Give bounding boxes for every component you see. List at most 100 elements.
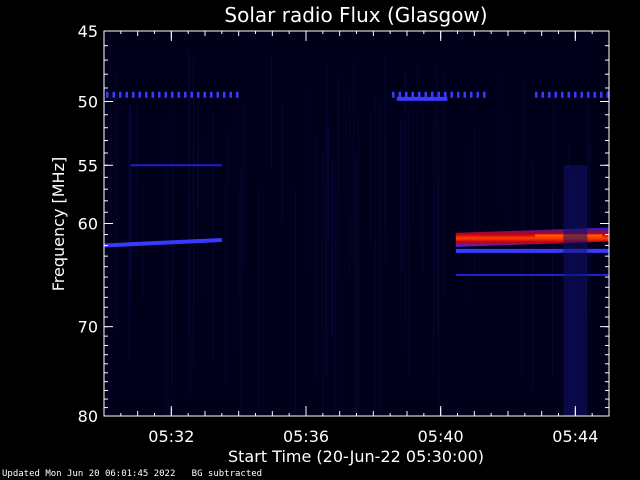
interference-line-50-dash: [184, 91, 187, 98]
interference-line-50-dash: [158, 91, 161, 98]
noise-streak: [128, 112, 130, 363]
updated-timestamp: Updated Mon Jun 20 06:01:45 2022: [2, 469, 176, 479]
interference-line-50-dash: [593, 91, 596, 98]
interference-line-50-dash: [151, 91, 154, 98]
noise-streak: [408, 111, 410, 379]
interference-line-50-dash: [444, 91, 447, 98]
interference-line-50-dash: [600, 91, 603, 98]
interference-line-50-dash: [119, 91, 122, 98]
interference-line-50-dash: [567, 91, 570, 98]
noise-streak: [188, 51, 190, 337]
noise-streak: [375, 92, 377, 269]
noise-streak: [129, 103, 131, 281]
noise-streak: [165, 117, 166, 416]
noise-streak: [294, 189, 296, 416]
noise-streak: [370, 114, 372, 241]
noise-streak: [327, 127, 329, 245]
noise-streak: [399, 117, 401, 237]
noise-streak: [189, 56, 191, 175]
x-axis-title: Start Time (20-Jun-22 05:30:00): [228, 447, 484, 466]
noise-streak: [345, 113, 347, 216]
interference-line-50-dash: [437, 91, 440, 98]
interference-line-50-dash: [431, 91, 434, 98]
noise-streak: [532, 163, 534, 390]
noise-streak: [270, 55, 272, 169]
y-axis-title: Frequency [MHz]: [49, 157, 68, 291]
noise-streak: [357, 117, 359, 412]
x-tick-label: 05:40: [418, 427, 464, 446]
interference-line-50-dash: [580, 91, 583, 98]
noise-streak: [332, 161, 333, 337]
interference-line-50-dash: [177, 91, 180, 98]
noise-streak: [355, 156, 357, 416]
noise-streak: [552, 102, 554, 258]
noise-streak: [322, 151, 324, 416]
interference-line-50-dash: [210, 91, 213, 98]
noise-streak: [509, 112, 511, 232]
noise-streak: [437, 181, 439, 332]
interference-line-50-dash: [541, 91, 544, 98]
interference-line-50-dash: [450, 91, 453, 98]
y-tick-label: 45: [78, 22, 98, 41]
vertical-column: [563, 165, 588, 416]
emission-band-left: [103, 238, 222, 248]
y-axis: 45 50 55 60 70 80: [78, 22, 609, 426]
interference-line-50-dash: [554, 91, 557, 98]
interference-line-50-dash: [138, 91, 141, 98]
interference-line-50-dash: [457, 91, 460, 98]
interference-line-50-dash: [164, 91, 167, 98]
noise-streak: [168, 160, 170, 416]
interference-line-50-dash: [145, 91, 148, 98]
noise-streak: [172, 84, 174, 284]
noise-streak: [400, 150, 402, 359]
noise-streak: [555, 136, 557, 255]
noise-streak: [379, 199, 381, 416]
noise-streak: [443, 74, 445, 298]
noise-streak: [136, 104, 138, 255]
noise-streak: [281, 103, 283, 221]
noise-streak: [258, 187, 260, 416]
interference-line-50-dash: [411, 91, 414, 98]
noise-streak: [243, 138, 245, 268]
interference-line-50-dash: [125, 91, 128, 98]
interference-line-50-dash: [561, 91, 564, 98]
noise-streak: [190, 198, 191, 397]
interference-line-50-dash: [548, 91, 551, 98]
interference-line-50-dash: [216, 91, 219, 98]
interference-line-50-dash: [203, 91, 206, 98]
noise-streak: [334, 181, 336, 411]
interference-line-50-dash: [424, 91, 427, 98]
noise-streak: [466, 146, 468, 306]
interference-line-50-dash: [483, 91, 486, 98]
interference-line-50-dash: [132, 91, 135, 98]
noise-streak: [238, 194, 240, 296]
interference-line-50-dash: [106, 91, 109, 98]
interference-line-50-dash: [470, 91, 473, 98]
y-tick-label: 70: [78, 318, 98, 337]
interference-line-50-dash: [398, 91, 401, 98]
interference-line-50-dash: [197, 91, 200, 98]
noise-streak: [404, 72, 406, 323]
interference-line-50-dash: [606, 91, 609, 98]
noise-streak: [401, 112, 403, 276]
noise-streak: [335, 196, 337, 416]
noise-streak: [436, 62, 437, 273]
chart-title: Solar radio Flux (Glasgow): [224, 3, 487, 27]
noise-streak: [412, 108, 414, 228]
noise-streak: [521, 162, 523, 379]
noise-streak: [588, 128, 590, 236]
noise-streak: [353, 58, 355, 221]
noise-streak: [351, 135, 353, 261]
noise-streak: [237, 86, 239, 350]
noise-streak: [433, 109, 435, 375]
interference-line-50-dash: [236, 91, 239, 98]
x-tick-label: 05:36: [283, 427, 329, 446]
x-tick-label: 05:44: [552, 427, 598, 446]
noise-streak: [240, 166, 242, 416]
bg-subtracted-note: BG subtracted: [191, 469, 263, 479]
noise-streak: [205, 130, 207, 300]
noise-streak: [523, 77, 525, 254]
noise-streak: [348, 88, 350, 277]
noise-streak: [308, 84, 310, 271]
